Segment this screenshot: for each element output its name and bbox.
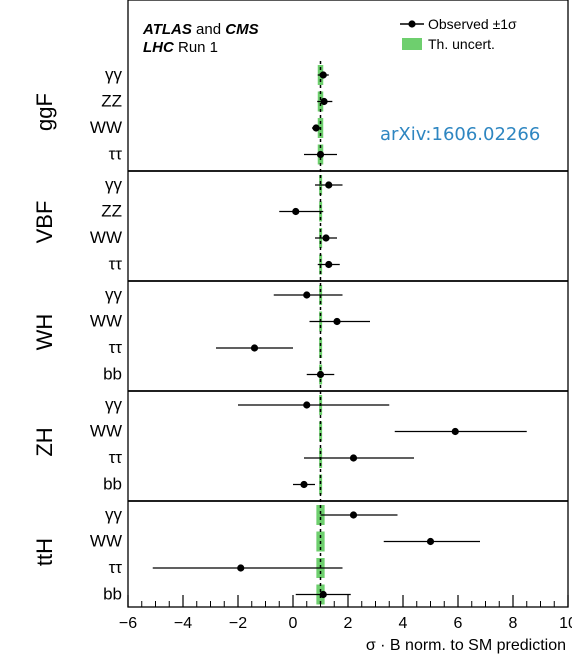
x-tick-label: 6: [454, 615, 463, 632]
row-label: γγ: [105, 65, 123, 84]
row-label: ττ: [109, 448, 123, 467]
row-label: WW: [90, 532, 122, 551]
row-label: bb: [103, 585, 122, 604]
group-label-tth: ttH: [32, 538, 57, 566]
row-label: ZZ: [101, 202, 122, 221]
row-label: WW: [90, 422, 122, 441]
measurement-point: [303, 291, 311, 299]
legend-observed-label: Observed ±1σ: [428, 16, 517, 32]
measurement-point: [451, 427, 459, 436]
measurement-point: [319, 71, 327, 79]
x-tick-label: −4: [174, 615, 192, 632]
measurement-point: [319, 590, 327, 599]
measurement-point: [325, 260, 333, 269]
x-axis: −6 −4 −2 0 2 4 6 8 10: [119, 595, 572, 632]
measurement-point: [349, 454, 358, 462]
x-tick-label: 2: [344, 615, 353, 632]
title-atlas: ATLAS: [142, 21, 192, 38]
row-label: WW: [90, 118, 122, 137]
measurement-point: [316, 150, 325, 159]
x-tick-label: −6: [119, 615, 137, 632]
title-run: Run 1: [174, 39, 218, 56]
group-separators: [128, 170, 568, 502]
row-label: γγ: [105, 395, 123, 414]
measurement-point: [312, 124, 320, 132]
theory-band: [319, 421, 323, 442]
measurement-point: [237, 564, 245, 572]
row-label: ττ: [109, 338, 123, 357]
row-label: γγ: [105, 175, 123, 194]
arxiv-annotation: arXiv:1606.02266: [380, 124, 540, 145]
measurement-point: [322, 234, 330, 242]
legend-observed-marker-icon: [408, 20, 416, 28]
measurements-layer: [152, 71, 527, 599]
legend: Observed ±1σ Th. uncert.: [400, 16, 517, 52]
group-label-zh: ZH: [32, 427, 57, 456]
measurement-point: [300, 480, 308, 489]
measurement-point: [303, 401, 311, 409]
row-label: ZZ: [101, 92, 122, 111]
measurement-point: [250, 344, 259, 352]
row-label: ττ: [109, 145, 123, 164]
theory-band: [319, 338, 323, 358]
title-cms: CMS: [225, 21, 258, 38]
measurement-point: [349, 511, 358, 519]
x-tick-label: 4: [399, 615, 408, 632]
x-axis-label: σ · B norm. to SM prediction: [366, 637, 566, 654]
measurement-point: [292, 207, 300, 216]
row-label: γγ: [105, 505, 123, 524]
measurement-point: [316, 370, 325, 379]
chart-title-line1: ATLAS and CMS: [142, 21, 259, 38]
row-label: γγ: [105, 285, 123, 304]
legend-theory-label: Th. uncert.: [428, 36, 495, 52]
group-labels: ggF VBF WH ZH ttH: [32, 93, 57, 566]
group-label-ggf: ggF: [32, 93, 57, 131]
measurement-point: [426, 537, 435, 546]
group-label-vbf: VBF: [32, 201, 57, 244]
x-tick-label: 10: [559, 615, 572, 632]
row-labels: γγ ZZ WW ττ γγ ZZ WW ττ γγ WW ττ bb γγ WW ττ bb γγ WW ττ bb: [90, 65, 123, 604]
row-label: ττ: [109, 558, 123, 577]
x-tick-label: −2: [229, 615, 247, 632]
row-label: WW: [90, 228, 122, 247]
measurement-point: [320, 97, 328, 106]
title-lhc: LHC: [143, 39, 175, 56]
group-label-wh: WH: [32, 314, 57, 351]
measurement-point: [325, 181, 333, 189]
legend-theory-swatch-icon: [402, 38, 422, 50]
chart-title-line2: LHC Run 1: [143, 39, 218, 56]
title-and: and: [192, 21, 225, 38]
plot-frame: [127, 0, 569, 608]
theory-band: [319, 474, 323, 495]
x-tick-label: 8: [509, 615, 518, 632]
row-label: ττ: [109, 255, 123, 274]
row-label: WW: [90, 312, 122, 331]
row-label: bb: [103, 365, 122, 384]
measurement-point: [333, 317, 341, 326]
x-tick-label: 0: [289, 615, 298, 632]
row-label: bb: [103, 475, 122, 494]
